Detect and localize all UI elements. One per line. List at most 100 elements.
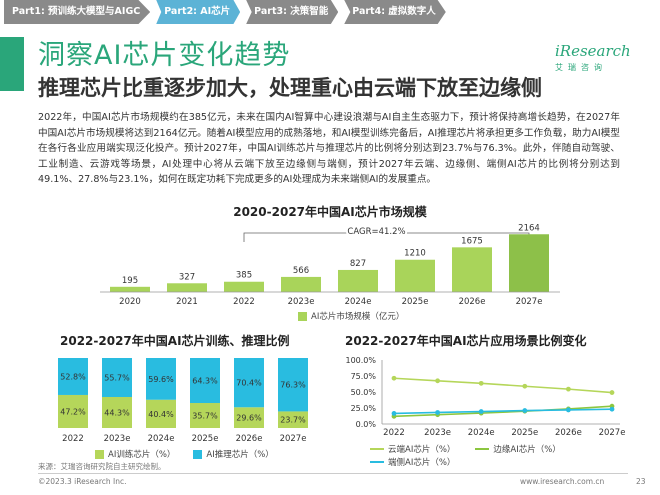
market-size-chart: CAGR=41.2% 195 2020 327 2021 385 2022 566 2023e 8… bbox=[100, 223, 560, 307]
data-label: 1210 bbox=[404, 249, 426, 259]
data-label: 2164 bbox=[518, 223, 540, 233]
chart1-legend: AI芯片市场规模（亿元） bbox=[298, 310, 404, 322]
legend-label-cloud: 云端AI芯片（%） bbox=[388, 445, 456, 455]
bar bbox=[281, 276, 321, 292]
x-tick-label: 2024e bbox=[345, 297, 372, 307]
x-tick-label: 2023e bbox=[424, 428, 451, 438]
x-tick-label: 2023e bbox=[288, 297, 315, 307]
data-point bbox=[609, 406, 615, 412]
page-number: 23 bbox=[636, 477, 646, 486]
chart3-legend: 云端AI芯片（%） 边缘AI芯片（%） 端侧AI芯片（%） bbox=[370, 443, 630, 468]
data-point bbox=[566, 386, 571, 392]
infer-bar bbox=[278, 358, 308, 412]
infer-bar bbox=[102, 358, 132, 397]
train-bar bbox=[58, 394, 88, 428]
legend-swatch-infer bbox=[193, 449, 203, 459]
y-tick-label: 0.0% bbox=[356, 420, 377, 429]
infer-data-label: 70.4% bbox=[236, 379, 262, 388]
chart3-title: 2022-2027年中国AI芯片应用场景比例变化 bbox=[345, 334, 587, 348]
x-tick-label: 2022 bbox=[62, 434, 84, 444]
logo-chinese: 艾瑞咨询 bbox=[555, 63, 607, 72]
x-tick-label: 2022 bbox=[383, 428, 405, 438]
train-bar bbox=[102, 396, 132, 428]
data-label: 1675 bbox=[461, 236, 483, 246]
x-tick-label: 2027e bbox=[599, 428, 626, 438]
infer-bar bbox=[58, 358, 88, 395]
data-point bbox=[435, 410, 440, 415]
train-data-label: 29.6% bbox=[236, 414, 262, 423]
chart2-legend: AI训练芯片（%） AI推理芯片（%） bbox=[95, 448, 274, 460]
data-label: 327 bbox=[179, 272, 195, 282]
x-tick-label: 2026e bbox=[236, 434, 263, 444]
x-tick-label: 2020 bbox=[119, 297, 141, 307]
summary-paragraph: 2022年，中国AI芯片市场规模约在385亿元，未来在国内AI智算中心建设浪潮与… bbox=[38, 112, 620, 185]
y-tick-label: 25.0% bbox=[351, 404, 377, 413]
x-tick-label: 2026e bbox=[459, 297, 486, 307]
footer-divider bbox=[38, 473, 628, 474]
tab-part2[interactable]: Part2: AI芯片 bbox=[156, 0, 241, 24]
y-tick-label: 50.0% bbox=[351, 388, 377, 397]
x-tick-label: 2027e bbox=[280, 434, 307, 444]
bar bbox=[452, 247, 492, 292]
infer-data-label: 55.7% bbox=[104, 373, 130, 382]
train-data-label: 40.4% bbox=[148, 410, 174, 419]
train-infer-ratio-chart: 47.2% 52.8% 2022 44.3% 55.7% 2023e 40.4% 59.6% 2… bbox=[58, 358, 308, 444]
x-tick-label: 2023e bbox=[104, 434, 131, 444]
data-label: 385 bbox=[236, 271, 252, 281]
infer-data-label: 76.3% bbox=[280, 381, 306, 390]
infer-bar bbox=[146, 358, 176, 400]
tab-part4[interactable]: Part4: 虚拟数字人 bbox=[344, 0, 446, 24]
x-tick-label: 2025e bbox=[511, 428, 538, 438]
chart1-title: 2020-2027年中国AI芯片市场规模 bbox=[233, 205, 427, 219]
data-label: 195 bbox=[122, 276, 138, 286]
data-point bbox=[391, 411, 397, 416]
legend-swatch-market bbox=[298, 311, 307, 321]
series-line bbox=[393, 408, 613, 415]
tab-part3[interactable]: Part3: 决策智能 bbox=[246, 0, 339, 24]
legend-label-market: AI芯片市场规模（亿元） bbox=[311, 312, 405, 322]
data-point bbox=[522, 383, 528, 389]
x-tick-label: 2024e bbox=[148, 434, 175, 444]
train-data-label: 47.2% bbox=[60, 407, 86, 416]
tab-part1[interactable]: Part1: 预训练大模型与AIGC bbox=[4, 0, 151, 24]
chart2-title: 2022-2027年中国AI芯片训练、推理比例 bbox=[60, 334, 290, 348]
infer-data-label: 59.6% bbox=[148, 375, 174, 384]
bar-highlight bbox=[509, 234, 549, 292]
website-link[interactable]: www.iresearch.com.cn bbox=[520, 477, 605, 486]
infer-data-label: 52.8% bbox=[60, 372, 86, 381]
x-tick-label: 2025e bbox=[402, 297, 429, 307]
y-tick-label: 75.0% bbox=[351, 372, 377, 381]
legend-swatch-train bbox=[95, 449, 104, 459]
bar bbox=[167, 283, 207, 292]
data-label: 566 bbox=[293, 266, 309, 276]
train-bar bbox=[190, 403, 220, 428]
data-point bbox=[522, 408, 528, 413]
x-tick-label: 2022 bbox=[233, 297, 255, 307]
bar bbox=[509, 234, 549, 292]
series-line bbox=[393, 405, 613, 418]
data-label: 827 bbox=[350, 259, 366, 269]
train-bar bbox=[146, 399, 176, 428]
data-point bbox=[609, 390, 615, 395]
infer-bar bbox=[234, 358, 264, 408]
data-point bbox=[391, 375, 397, 381]
legend-label-edge: 边缘AI芯片（%） bbox=[493, 445, 561, 455]
x-tick-label: 2025e bbox=[192, 434, 219, 444]
source-note: 来源：艾瑞咨询研究院自主研究绘制。 bbox=[38, 462, 166, 471]
iresearch-logo: iResearch 艾瑞咨询 bbox=[555, 42, 631, 73]
y-tick-label: 100.0% bbox=[345, 356, 376, 365]
data-point bbox=[566, 407, 571, 413]
bar bbox=[224, 281, 264, 292]
series-line bbox=[393, 377, 613, 394]
bar bbox=[110, 286, 150, 292]
cagr-label: CAGR=41.2% bbox=[347, 227, 405, 237]
x-tick-label: 2021 bbox=[176, 297, 198, 307]
train-data-label: 35.7% bbox=[192, 412, 218, 421]
train-data-label: 23.7% bbox=[280, 416, 306, 425]
x-tick-label: 2027e bbox=[516, 297, 543, 307]
legend-line-edge bbox=[475, 448, 490, 450]
infer-data-label: 64.3% bbox=[192, 377, 218, 386]
legend-label-infer: AI推理芯片（%） bbox=[206, 450, 274, 460]
legend-label-train: AI训练芯片（%） bbox=[108, 450, 176, 460]
section-tabs: Part1: 预训练大模型与AIGC Part2: AI芯片 Part3: 决策… bbox=[0, 0, 660, 24]
